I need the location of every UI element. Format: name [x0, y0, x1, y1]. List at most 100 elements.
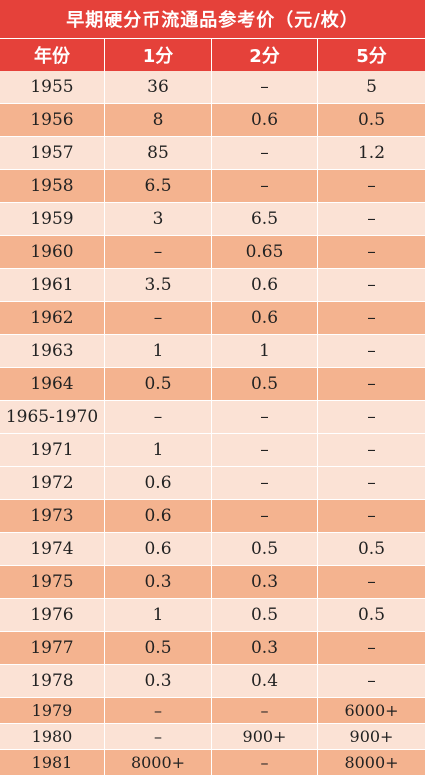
header-5fen: 5分 — [356, 46, 387, 67]
cell-2fen: 0.6 — [212, 269, 318, 301]
cell-2fen: – — [212, 467, 318, 499]
cell-5fen: – — [367, 209, 376, 229]
cell-1fen: 1 — [105, 335, 212, 367]
cell-2fen: – — [212, 500, 318, 532]
cell-1fen: 1 — [105, 599, 212, 631]
cell-5fen: – — [367, 275, 376, 295]
cell-1fen: 36 — [105, 71, 212, 103]
cell-5fen: – — [367, 242, 376, 262]
cell-2fen: 0.3 — [212, 566, 318, 598]
cell-1fen: – — [105, 724, 212, 749]
cell-year: 1979 — [0, 698, 105, 723]
cell-year: 1978 — [0, 665, 105, 697]
cell-1fen: 0.6 — [105, 500, 212, 532]
cell-5fen: – — [367, 176, 376, 196]
cell-1fen: – — [105, 236, 212, 268]
table-row: 1961 3.5 0.6 – — [0, 269, 425, 302]
cell-year: 1971 — [0, 434, 105, 466]
cell-1fen: – — [105, 698, 212, 723]
table-row: 1973 0.6 – – — [0, 500, 425, 533]
table-row: 1959 3 6.5 – — [0, 203, 425, 236]
cell-1fen: 0.3 — [105, 566, 212, 598]
cell-1fen: 0.6 — [105, 533, 212, 565]
cell-5fen: – — [367, 341, 376, 361]
cell-5fen: – — [367, 638, 376, 658]
table-row: 1956 8 0.6 0.5 — [0, 104, 425, 137]
cell-year: 1972 — [0, 467, 105, 499]
cell-1fen: 0.5 — [105, 368, 212, 400]
cell-5fen: – — [367, 440, 376, 460]
cell-2fen: 0.6 — [212, 302, 318, 334]
cell-5fen: – — [367, 308, 376, 328]
table-row: 1979 – – 6000+ — [0, 698, 425, 724]
cell-1fen: 8000+ — [105, 750, 212, 775]
cell-5fen: 900+ — [349, 727, 394, 746]
table-row: 1981 8000+ – 8000+ — [0, 750, 425, 776]
cell-5fen: 1.2 — [357, 143, 386, 163]
cell-2fen: – — [212, 434, 318, 466]
cell-1fen: 6.5 — [105, 170, 212, 202]
cell-1fen: – — [105, 401, 212, 433]
table-row: 1975 0.3 0.3 – — [0, 566, 425, 599]
cell-1fen: 0.3 — [105, 665, 212, 697]
cell-year: 1957 — [0, 137, 105, 169]
table-row: 1957 85 – 1.2 — [0, 137, 425, 170]
cell-2fen: – — [212, 401, 318, 433]
table-row: 1955 36 – 5 — [0, 71, 425, 104]
cell-year: 1963 — [0, 335, 105, 367]
cell-5fen: 0.5 — [357, 539, 386, 559]
cell-2fen: 0.6 — [212, 104, 318, 136]
cell-2fen: – — [212, 71, 318, 103]
cell-year: 1960 — [0, 236, 105, 268]
table-row: 1978 0.3 0.4 – — [0, 665, 425, 698]
cell-5fen: – — [367, 572, 376, 592]
cell-5fen: 5 — [366, 77, 377, 97]
cell-2fen: 6.5 — [212, 203, 318, 235]
cell-2fen: – — [212, 698, 318, 723]
table-row: 1964 0.5 0.5 – — [0, 368, 425, 401]
table-header-row: 年份 1分 2分 5分 — [0, 38, 425, 71]
cell-1fen: 8 — [105, 104, 212, 136]
cell-2fen: 0.3 — [212, 632, 318, 664]
cell-1fen: 0.6 — [105, 467, 212, 499]
cell-1fen: 0.5 — [105, 632, 212, 664]
table-row: 1980 – 900+ 900+ — [0, 724, 425, 750]
cell-year: 1976 — [0, 599, 105, 631]
table-body: 1955 36 – 5 1956 8 0.6 0.5 1957 85 – 1.2… — [0, 71, 425, 776]
table-title: 早期硬分币流通品参考价（元/枚） — [0, 0, 425, 38]
cell-5fen: – — [367, 671, 376, 691]
cell-2fen: – — [212, 750, 318, 775]
table-row: 1965-1970 – – – — [0, 401, 425, 434]
cell-5fen: – — [367, 473, 376, 493]
table-row: 1960 – 0.65 – — [0, 236, 425, 269]
cell-2fen: 0.65 — [212, 236, 318, 268]
cell-2fen: 0.5 — [212, 599, 318, 631]
cell-5fen: 0.5 — [357, 605, 386, 625]
table-row: 1971 1 – – — [0, 434, 425, 467]
cell-2fen: 900+ — [212, 724, 318, 749]
cell-year: 1975 — [0, 566, 105, 598]
cell-year: 1962 — [0, 302, 105, 334]
cell-1fen: 1 — [105, 434, 212, 466]
cell-2fen: – — [212, 170, 318, 202]
cell-5fen: 0.5 — [357, 110, 386, 130]
cell-year: 1981 — [0, 750, 105, 775]
cell-2fen: – — [212, 137, 318, 169]
table-row: 1963 1 1 – — [0, 335, 425, 368]
table-row: 1977 0.5 0.3 – — [0, 632, 425, 665]
table-row: 1962 – 0.6 – — [0, 302, 425, 335]
cell-year: 1959 — [0, 203, 105, 235]
cell-5fen: 8000+ — [344, 753, 399, 772]
cell-5fen: 6000+ — [344, 701, 399, 720]
cell-year: 1977 — [0, 632, 105, 664]
cell-year: 1956 — [0, 104, 105, 136]
cell-1fen: – — [105, 302, 212, 334]
cell-2fen: 1 — [212, 335, 318, 367]
cell-5fen: – — [367, 374, 376, 394]
cell-year: 1961 — [0, 269, 105, 301]
cell-2fen: 0.5 — [212, 368, 318, 400]
header-1fen: 1分 — [105, 39, 212, 71]
cell-year: 1974 — [0, 533, 105, 565]
cell-year: 1964 — [0, 368, 105, 400]
header-2fen: 2分 — [212, 39, 318, 71]
